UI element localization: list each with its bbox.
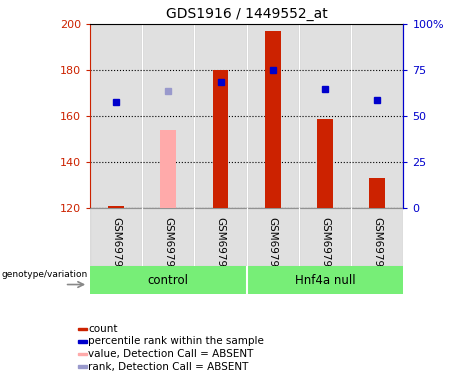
- Bar: [299, 24, 351, 208]
- Bar: [317, 118, 333, 208]
- Text: Hnf4a null: Hnf4a null: [295, 274, 355, 287]
- Bar: [77, 328, 87, 330]
- Bar: [195, 24, 247, 208]
- Bar: [213, 70, 228, 208]
- Text: GSM69795: GSM69795: [268, 217, 278, 274]
- Bar: [108, 206, 124, 208]
- Text: GSM69792: GSM69792: [111, 217, 121, 274]
- Text: count: count: [88, 324, 118, 334]
- Bar: [160, 130, 176, 208]
- Bar: [195, 208, 247, 266]
- Text: percentile rank within the sample: percentile rank within the sample: [88, 336, 264, 346]
- Bar: [247, 24, 299, 208]
- Bar: [77, 353, 87, 355]
- Text: GSM69794: GSM69794: [215, 217, 225, 274]
- Bar: [77, 365, 87, 368]
- Bar: [142, 208, 195, 266]
- Bar: [247, 208, 299, 266]
- Text: control: control: [148, 274, 189, 287]
- Bar: [142, 24, 195, 208]
- Bar: [90, 208, 142, 266]
- Bar: [247, 266, 403, 294]
- Bar: [77, 340, 87, 343]
- Bar: [90, 266, 247, 294]
- Text: genotype/variation: genotype/variation: [2, 270, 88, 279]
- Text: GSM69793: GSM69793: [163, 217, 173, 274]
- Bar: [90, 24, 142, 208]
- Title: GDS1916 / 1449552_at: GDS1916 / 1449552_at: [166, 7, 327, 21]
- Bar: [351, 208, 403, 266]
- Bar: [369, 178, 385, 208]
- Text: rank, Detection Call = ABSENT: rank, Detection Call = ABSENT: [88, 362, 248, 372]
- Text: GSM69797: GSM69797: [372, 217, 382, 274]
- Bar: [299, 208, 351, 266]
- Bar: [265, 31, 281, 208]
- Text: GSM69796: GSM69796: [320, 217, 330, 274]
- Text: value, Detection Call = ABSENT: value, Detection Call = ABSENT: [88, 349, 254, 359]
- Bar: [351, 24, 403, 208]
